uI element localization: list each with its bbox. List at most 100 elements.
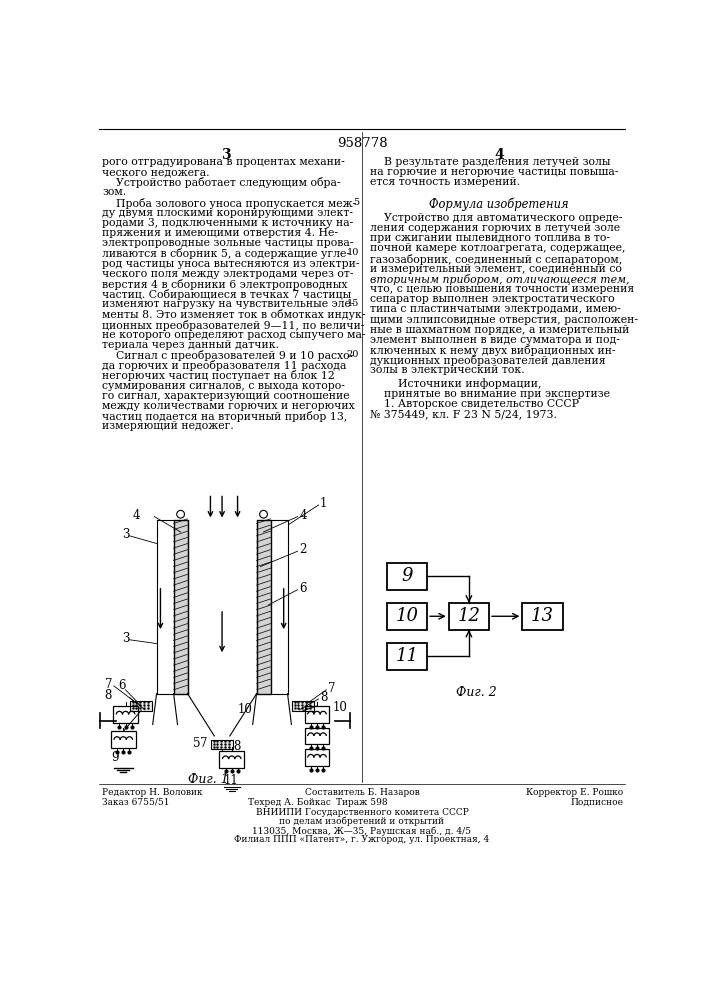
Text: 4: 4 — [299, 509, 307, 522]
Bar — [211, 740, 233, 749]
Text: верстия 4 в сборники 6 электропроводных: верстия 4 в сборники 6 электропроводных — [103, 279, 348, 290]
Text: Источники информации,: Источники информации, — [370, 379, 541, 389]
Text: 6: 6 — [299, 582, 307, 595]
Text: 10: 10 — [395, 607, 419, 625]
Text: негорючих частиц поступает на блок 12: негорючих частиц поступает на блок 12 — [103, 370, 335, 381]
Text: 7: 7 — [105, 678, 113, 691]
Text: 113035, Москва, Ж—35, Раушская наб., д. 4/5: 113035, Москва, Ж—35, Раушская наб., д. … — [252, 826, 472, 836]
Text: Сигнал с преобразователей 9 и 10 расхо-: Сигнал с преобразователей 9 и 10 расхо- — [103, 350, 354, 361]
Bar — [130, 701, 152, 711]
Text: родами 3, подключенными к источнику на-: родами 3, подключенными к источнику на- — [103, 218, 354, 228]
Text: Фиг. 1: Фиг. 1 — [188, 773, 229, 786]
Text: Устройство работает следующим обра-: Устройство работает следующим обра- — [103, 177, 341, 188]
Text: 9: 9 — [111, 751, 118, 764]
Text: ческого поля между электродами через от-: ческого поля между электродами через от- — [103, 269, 354, 279]
Text: Формула изобретения: Формула изобретения — [429, 198, 569, 211]
Text: ливаются в сборник 5, а содержащие угле-: ливаются в сборник 5, а содержащие угле- — [103, 248, 351, 259]
Text: ционных преобразователей 9—11, по величи-: ционных преобразователей 9—11, по величи… — [103, 320, 365, 331]
Text: 13: 13 — [531, 607, 554, 625]
Text: 8: 8 — [320, 691, 327, 704]
Text: Фиг. 2: Фиг. 2 — [455, 686, 496, 699]
Text: Техред А. Бойкас: Техред А. Бойкас — [248, 798, 332, 807]
Text: го сигнал, характеризующий соотношение: го сигнал, характеризующий соотношение — [103, 391, 350, 401]
Text: ческого недожега.: ческого недожега. — [103, 167, 210, 177]
Text: 10: 10 — [238, 703, 252, 716]
Bar — [387, 643, 427, 670]
Text: Устройство для автоматического опреде-: Устройство для автоматического опреде- — [370, 213, 622, 223]
Text: на горючие и негорючие частицы повыша-: на горючие и негорючие частицы повыша- — [370, 167, 618, 177]
Text: № 375449, кл. F 23 N 5/24, 1973.: № 375449, кл. F 23 N 5/24, 1973. — [370, 409, 556, 419]
Text: род частицы уноса вытесняются из электри-: род частицы уноса вытесняются из электри… — [103, 259, 360, 269]
Text: Заказ 6755/51: Заказ 6755/51 — [103, 798, 170, 807]
Text: 7: 7 — [328, 682, 335, 695]
Text: 11: 11 — [224, 774, 239, 787]
Text: 1. Авторское свидетельство СССР: 1. Авторское свидетельство СССР — [370, 399, 579, 409]
Text: 6: 6 — [118, 679, 125, 692]
Text: 958778: 958778 — [337, 137, 387, 150]
Text: ется точность измерений.: ется точность измерений. — [370, 177, 520, 187]
Text: 8: 8 — [105, 689, 112, 702]
Text: Тираж 598: Тираж 598 — [336, 798, 387, 807]
Text: 5: 5 — [353, 198, 359, 207]
Text: по делам изобретений и открытий: по делам изобретений и открытий — [279, 817, 445, 826]
Text: и измерительный элемент, соединенный со: и измерительный элемент, соединенный со — [370, 264, 621, 274]
Text: дукционных преобразователей давления: дукционных преобразователей давления — [370, 355, 605, 366]
Bar — [305, 728, 329, 744]
Text: измеряющий недожег.: измеряющий недожег. — [103, 421, 234, 431]
Text: принятые во внимание при экспертизе: принятые во внимание при экспертизе — [370, 389, 609, 399]
Text: что, с целью повышения точности измерения: что, с целью повышения точности измерени… — [370, 284, 634, 294]
Text: 9: 9 — [401, 567, 413, 585]
Text: золы в электрический ток.: золы в электрический ток. — [370, 365, 525, 375]
Text: вторичным прибором, отличающееся тем,: вторичным прибором, отличающееся тем, — [370, 274, 629, 285]
Bar — [111, 731, 136, 748]
Text: сепаратор выполнен электростатического: сепаратор выполнен электростатического — [370, 294, 614, 304]
Bar — [219, 751, 244, 768]
Text: менты 8. Это изменяет ток в обмотках индук-: менты 8. Это изменяет ток в обмотках инд… — [103, 309, 366, 320]
Text: типа с пластинчатыми электродами, имею-: типа с пластинчатыми электродами, имею- — [370, 304, 621, 314]
Text: териала через данный датчик.: териала через данный датчик. — [103, 340, 279, 350]
Text: 4: 4 — [132, 509, 140, 522]
Text: Проба золового уноса пропускается меж-: Проба золового уноса пропускается меж- — [103, 198, 356, 209]
Bar — [522, 603, 563, 630]
Text: щими эллипсовидные отверстия, расположен-: щими эллипсовидные отверстия, расположен… — [370, 315, 638, 325]
Text: суммирования сигналов, с выхода которо-: суммирования сигналов, с выхода которо- — [103, 381, 345, 391]
Bar — [257, 520, 271, 694]
Bar — [305, 749, 329, 766]
Bar — [387, 603, 427, 630]
Text: Корректор Е. Рошко: Корректор Е. Рошко — [526, 788, 623, 797]
Bar — [305, 706, 329, 723]
Bar — [174, 520, 187, 694]
Bar — [113, 706, 138, 723]
Text: изменяют нагрузку на чувствительные эле-: изменяют нагрузку на чувствительные эле- — [103, 299, 355, 309]
Text: 3: 3 — [122, 632, 129, 645]
Text: 3: 3 — [221, 148, 230, 162]
Text: между количествами горючих и негорючих: между количествами горючих и негорючих — [103, 401, 355, 411]
Text: при сжигании пылевидного топлива в то-: при сжигании пылевидного топлива в то- — [370, 233, 609, 243]
Text: 20: 20 — [346, 350, 359, 359]
Text: 5: 5 — [192, 737, 200, 750]
Text: да горючих и преобразователя 11 расхода: да горючих и преобразователя 11 расхода — [103, 360, 346, 371]
Text: ления содержания горючих в летучей золе: ления содержания горючих в летучей золе — [370, 223, 620, 233]
Text: зом.: зом. — [103, 187, 127, 197]
Text: ду двумя плоскими коронирующими элект-: ду двумя плоскими коронирующими элект- — [103, 208, 354, 218]
Text: рого отградуирована в процентах механи-: рого отградуирована в процентах механи- — [103, 157, 345, 167]
Text: 7: 7 — [200, 737, 208, 750]
Text: Подписное: Подписное — [570, 798, 623, 807]
Bar — [449, 603, 489, 630]
Text: не которого определяют расход сыпучего ма-: не которого определяют расход сыпучего м… — [103, 330, 366, 340]
Text: частиц подается на вторичный прибор 13,: частиц подается на вторичный прибор 13, — [103, 411, 348, 422]
Text: 3: 3 — [122, 528, 129, 541]
Text: газозаборник, соединенный с сепаратором,: газозаборник, соединенный с сепаратором, — [370, 254, 622, 265]
Text: 1: 1 — [320, 497, 327, 510]
Text: 12: 12 — [457, 607, 480, 625]
Text: В результате разделения летучей золы: В результате разделения летучей золы — [370, 157, 610, 167]
Text: Составитель Б. Назаров: Составитель Б. Назаров — [305, 788, 419, 797]
Bar — [387, 563, 427, 590]
Text: элемент выполнен в виде сумматора и под-: элемент выполнен в виде сумматора и под- — [370, 335, 619, 345]
Text: 10: 10 — [332, 701, 347, 714]
Text: почной камере котлоагрегата, содержащее,: почной камере котлоагрегата, содержащее, — [370, 243, 625, 253]
Text: 2: 2 — [299, 543, 307, 556]
Text: ключенных к нему двух вибрационных ин-: ключенных к нему двух вибрационных ин- — [370, 345, 615, 356]
Text: 15: 15 — [346, 299, 359, 308]
Text: Филиал ППП «Патент», г. Ужгород, ул. Проектная, 4: Филиал ППП «Патент», г. Ужгород, ул. Про… — [234, 835, 489, 844]
